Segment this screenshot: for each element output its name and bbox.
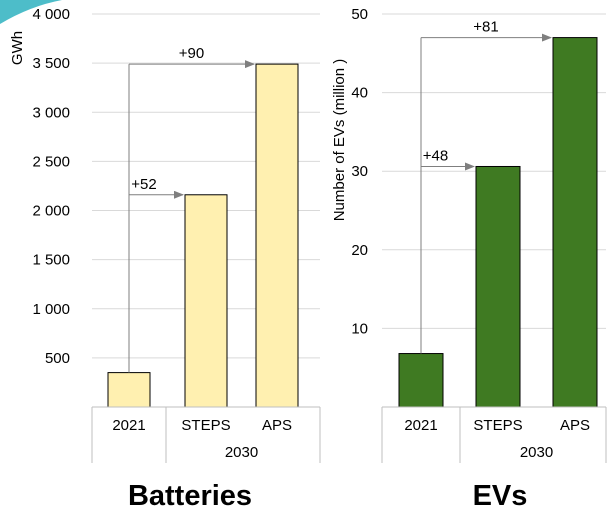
evs-ytick-label: 50 [351,6,368,23]
batteries-bar-aps [255,63,299,408]
batteries-ytick-label: 1 500 [32,252,70,269]
evs-ytick-label: 10 [351,320,368,337]
batteries-ytick-label: 2 000 [32,203,70,220]
evs-bar-2021 [398,353,444,408]
batteries-bar-2021 [107,372,151,408]
evs-ylabel: Number of EVs (million ) [331,59,348,222]
batteries-ylabel: GWh [9,31,26,65]
batteries-group-label: 2030 [225,444,258,461]
batteries-ytick-label: 3 500 [32,55,70,72]
batteries-ytick-label: 500 [45,350,70,367]
batteries-bar-steps [184,194,228,408]
batteries-ytick-label: 3 000 [32,104,70,121]
evs-ytick-label: 30 [351,163,368,180]
evs-group-label: 2030 [520,444,553,461]
batteries-category-label: APS [262,417,292,434]
evs-category-label: STEPS [473,417,522,434]
batteries-ytick-label: 1 000 [32,301,70,318]
evs-annotation-label: +48 [423,147,448,164]
evs-ytick-label: 20 [351,242,368,259]
batteries-annotation-label: +90 [179,45,204,62]
evs-bar-aps [552,37,598,408]
evs-category-label: 2021 [404,417,437,434]
evs-ytick-label: 40 [351,85,368,102]
batteries-annotation-label: +52 [131,176,156,193]
evs-category-label: APS [560,417,590,434]
batteries-ytick-label: 2 500 [32,153,70,170]
batteries-category-label: 2021 [112,417,145,434]
evs-annotation-label: +81 [473,19,498,36]
batteries-panel-title: Batteries [127,480,253,512]
batteries-category-label: STEPS [181,417,230,434]
batteries-ytick-label: 4 000 [32,6,70,23]
corner-decoration [0,0,62,24]
evs-bar-steps [475,165,521,408]
evs-panel-title: EVs [472,480,528,512]
